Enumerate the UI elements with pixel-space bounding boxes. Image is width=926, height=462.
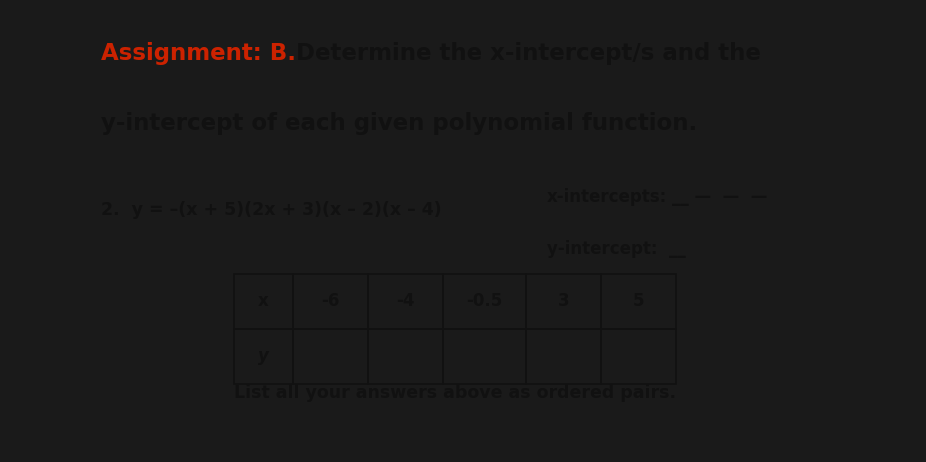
Bar — [526, 329, 601, 384]
Bar — [443, 274, 526, 329]
Text: -0.5: -0.5 — [466, 292, 503, 310]
Bar — [601, 329, 676, 384]
Text: __ —  —  —: __ — — — — [672, 188, 767, 207]
Text: -4: -4 — [396, 292, 414, 310]
Bar — [601, 274, 676, 329]
Text: 3: 3 — [557, 292, 569, 310]
Text: List all your answers above as ordered pairs.: List all your answers above as ordered p… — [234, 384, 676, 402]
Bar — [443, 329, 526, 384]
Text: x-intercepts:: x-intercepts: — [546, 188, 667, 207]
Bar — [234, 329, 293, 384]
Bar — [526, 274, 601, 329]
Bar — [293, 329, 368, 384]
Text: y-intercept:  __: y-intercept: __ — [546, 239, 685, 257]
Bar — [293, 274, 368, 329]
Text: -6: -6 — [321, 292, 339, 310]
Text: 5: 5 — [632, 292, 644, 310]
Text: Assignment: B.: Assignment: B. — [101, 42, 296, 65]
Text: y: y — [258, 347, 269, 365]
Bar — [234, 274, 293, 329]
Text: y-intercept of each given polynomial function.: y-intercept of each given polynomial fun… — [101, 112, 697, 135]
Text: 2.  y = –(x + 5)(2x + 3)(x – 2)(x – 4): 2. y = –(x + 5)(2x + 3)(x – 2)(x – 4) — [101, 201, 442, 219]
Bar — [368, 329, 443, 384]
Bar — [368, 274, 443, 329]
Text: Determine the x-intercept/s and the: Determine the x-intercept/s and the — [289, 42, 761, 65]
Text: x: x — [258, 292, 269, 310]
